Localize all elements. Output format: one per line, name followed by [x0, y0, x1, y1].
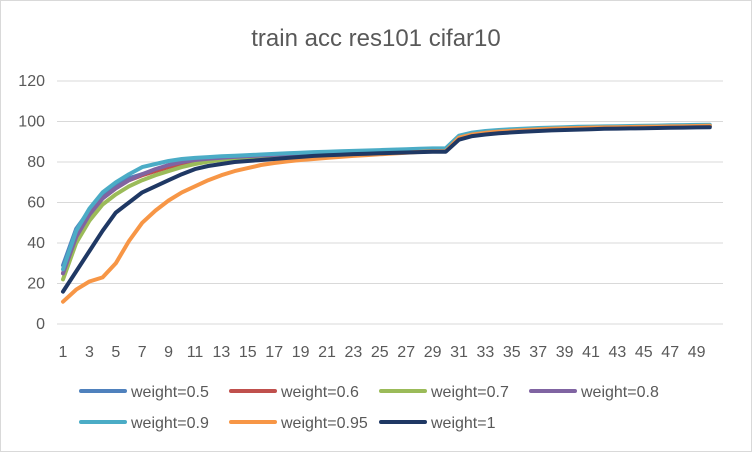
- x-tick-label: 7: [138, 344, 147, 361]
- legend-label: weight=0.7: [430, 384, 509, 401]
- legend: weight=0.5 weight=0.6 weight=0.7 weight=0.8…: [79, 384, 659, 432]
- legend-label: weight=0.6: [280, 384, 359, 401]
- y-axis-ticks: 0 20 40 60 80 100 120: [18, 73, 45, 333]
- x-tick-label: 49: [688, 344, 706, 361]
- x-tick-label: 35: [503, 344, 521, 361]
- x-tick-label: 19: [292, 344, 310, 361]
- x-tick-label: 47: [661, 344, 679, 361]
- y-tick-label: 0: [36, 316, 45, 333]
- x-tick-label: 25: [371, 344, 389, 361]
- x-tick-label: 11: [187, 344, 204, 361]
- y-tick-label: 100: [18, 114, 45, 131]
- y-tick-label: 20: [27, 276, 45, 293]
- x-tick-label: 39: [556, 344, 574, 361]
- x-tick-label: 23: [345, 344, 363, 361]
- x-axis-ticks: 1 3 5 7 9 11 13 15 17 19 21 23 25 27 29 31 33 35 37 39 41 43 4…: [59, 344, 706, 361]
- chart-title: train acc res101 cifar10: [251, 25, 500, 52]
- x-tick-label: 13: [213, 344, 231, 361]
- x-tick-label: 9: [164, 344, 173, 361]
- x-tick-label: 45: [635, 344, 653, 361]
- y-tick-label: 80: [27, 154, 45, 171]
- y-tick-label: 60: [27, 195, 45, 212]
- x-tick-label: 31: [450, 344, 468, 361]
- legend-label: weight=0.9: [130, 415, 209, 432]
- y-tick-label: 120: [18, 73, 45, 90]
- x-tick-label: 21: [318, 344, 336, 361]
- x-tick-label: 27: [397, 344, 415, 361]
- x-tick-label: 5: [111, 344, 120, 361]
- series-lines: [61, 122, 712, 304]
- x-tick-label: 43: [609, 344, 627, 361]
- series-line-weight=0.9: [61, 122, 712, 272]
- x-tick-label: 15: [239, 344, 257, 361]
- x-tick-label: 1: [59, 344, 68, 361]
- gridlines: [57, 80, 723, 325]
- legend-label: weight=0.5: [130, 384, 209, 401]
- x-tick-label: 29: [424, 344, 442, 361]
- x-tick-label: 41: [582, 344, 600, 361]
- series-line-weight=1: [61, 125, 712, 294]
- legend-label: weight=0.95: [280, 415, 368, 432]
- x-tick-label: 3: [85, 344, 94, 361]
- x-tick-label: 37: [529, 344, 547, 361]
- y-tick-label: 40: [27, 235, 45, 252]
- legend-label: weight=1: [430, 415, 496, 432]
- x-tick-label: 17: [265, 344, 283, 361]
- legend-label: weight=0.8: [580, 384, 659, 401]
- x-tick-label: 33: [477, 344, 495, 361]
- series-line-weight=0.5: [61, 123, 712, 268]
